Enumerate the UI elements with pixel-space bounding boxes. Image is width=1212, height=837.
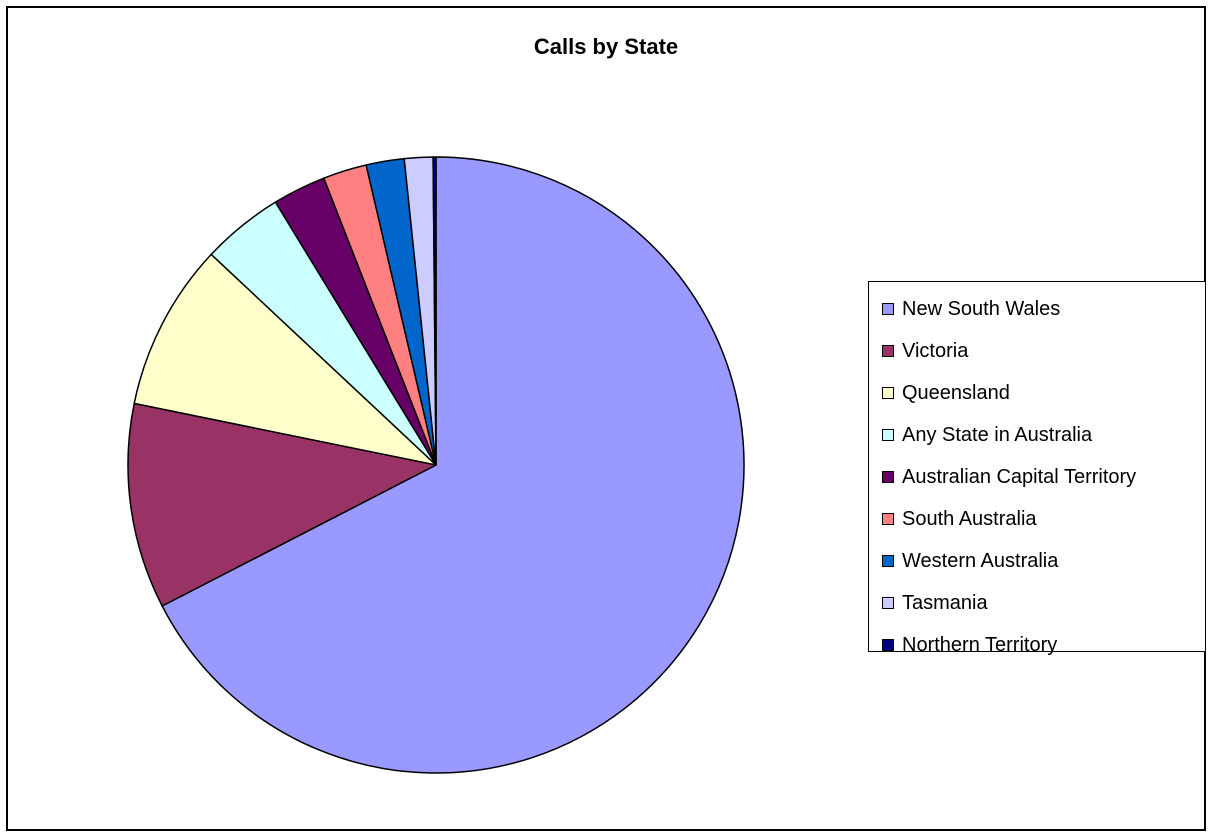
legend-swatch-any-state-in-australia <box>882 429 894 441</box>
legend-swatch-new-south-wales <box>882 303 894 315</box>
legend-swatch-tasmania <box>882 597 894 609</box>
legend-label-south-australia: South Australia <box>902 508 1037 530</box>
legend-item-victoria: Victoria <box>869 330 1205 372</box>
legend-swatch-western-australia <box>882 555 894 567</box>
pie-slice-queensland <box>133 253 437 466</box>
legend-label-victoria: Victoria <box>902 340 969 362</box>
legend-label-australian-capital-territory: Australian Capital Territory <box>902 466 1137 488</box>
legend-label-new-south-wales: New South Wales <box>902 298 1061 320</box>
legend-label-any-state-in-australia: Any State in Australia <box>902 424 1093 446</box>
legend-swatch-northern-territory <box>882 639 894 651</box>
chart-title: Calls by State <box>533 34 679 59</box>
legend: New South Wales Victoria Queensland Any Sta… <box>868 281 1206 656</box>
legend-items: New South Wales Victoria Queensland Any Sta… <box>869 288 1205 666</box>
legend-swatch-australian-capital-territory <box>882 471 894 483</box>
legend-label-northern-territory: Northern Territory <box>902 634 1058 656</box>
legend-item-northern-territory: Northern Territory <box>869 624 1205 666</box>
legend-item-australian-capital-territory: Australian Capital Territory <box>869 456 1205 498</box>
legend-item-new-south-wales: New South Wales <box>869 288 1205 330</box>
legend-label-western-australia: Western Australia <box>902 550 1059 572</box>
legend-item-western-australia: Western Australia <box>869 540 1205 582</box>
legend-swatch-queensland <box>882 387 894 399</box>
legend-item-tasmania: Tasmania <box>869 582 1205 624</box>
pie-slice-new-south-wales <box>161 156 745 774</box>
legend-label-tasmania: Tasmania <box>902 592 988 614</box>
pie-slice-victoria <box>127 402 437 607</box>
legend-swatch-south-australia <box>882 513 894 525</box>
legend-item-any-state-in-australia: Any State in Australia <box>869 414 1205 456</box>
legend-item-south-australia: South Australia <box>869 498 1205 540</box>
legend-swatch-victoria <box>882 345 894 357</box>
pie-slices <box>127 156 745 774</box>
legend-item-queensland: Queensland <box>869 372 1205 414</box>
pie-slice-northern-territory <box>432 156 437 466</box>
legend-label-queensland: Queensland <box>902 382 1010 404</box>
